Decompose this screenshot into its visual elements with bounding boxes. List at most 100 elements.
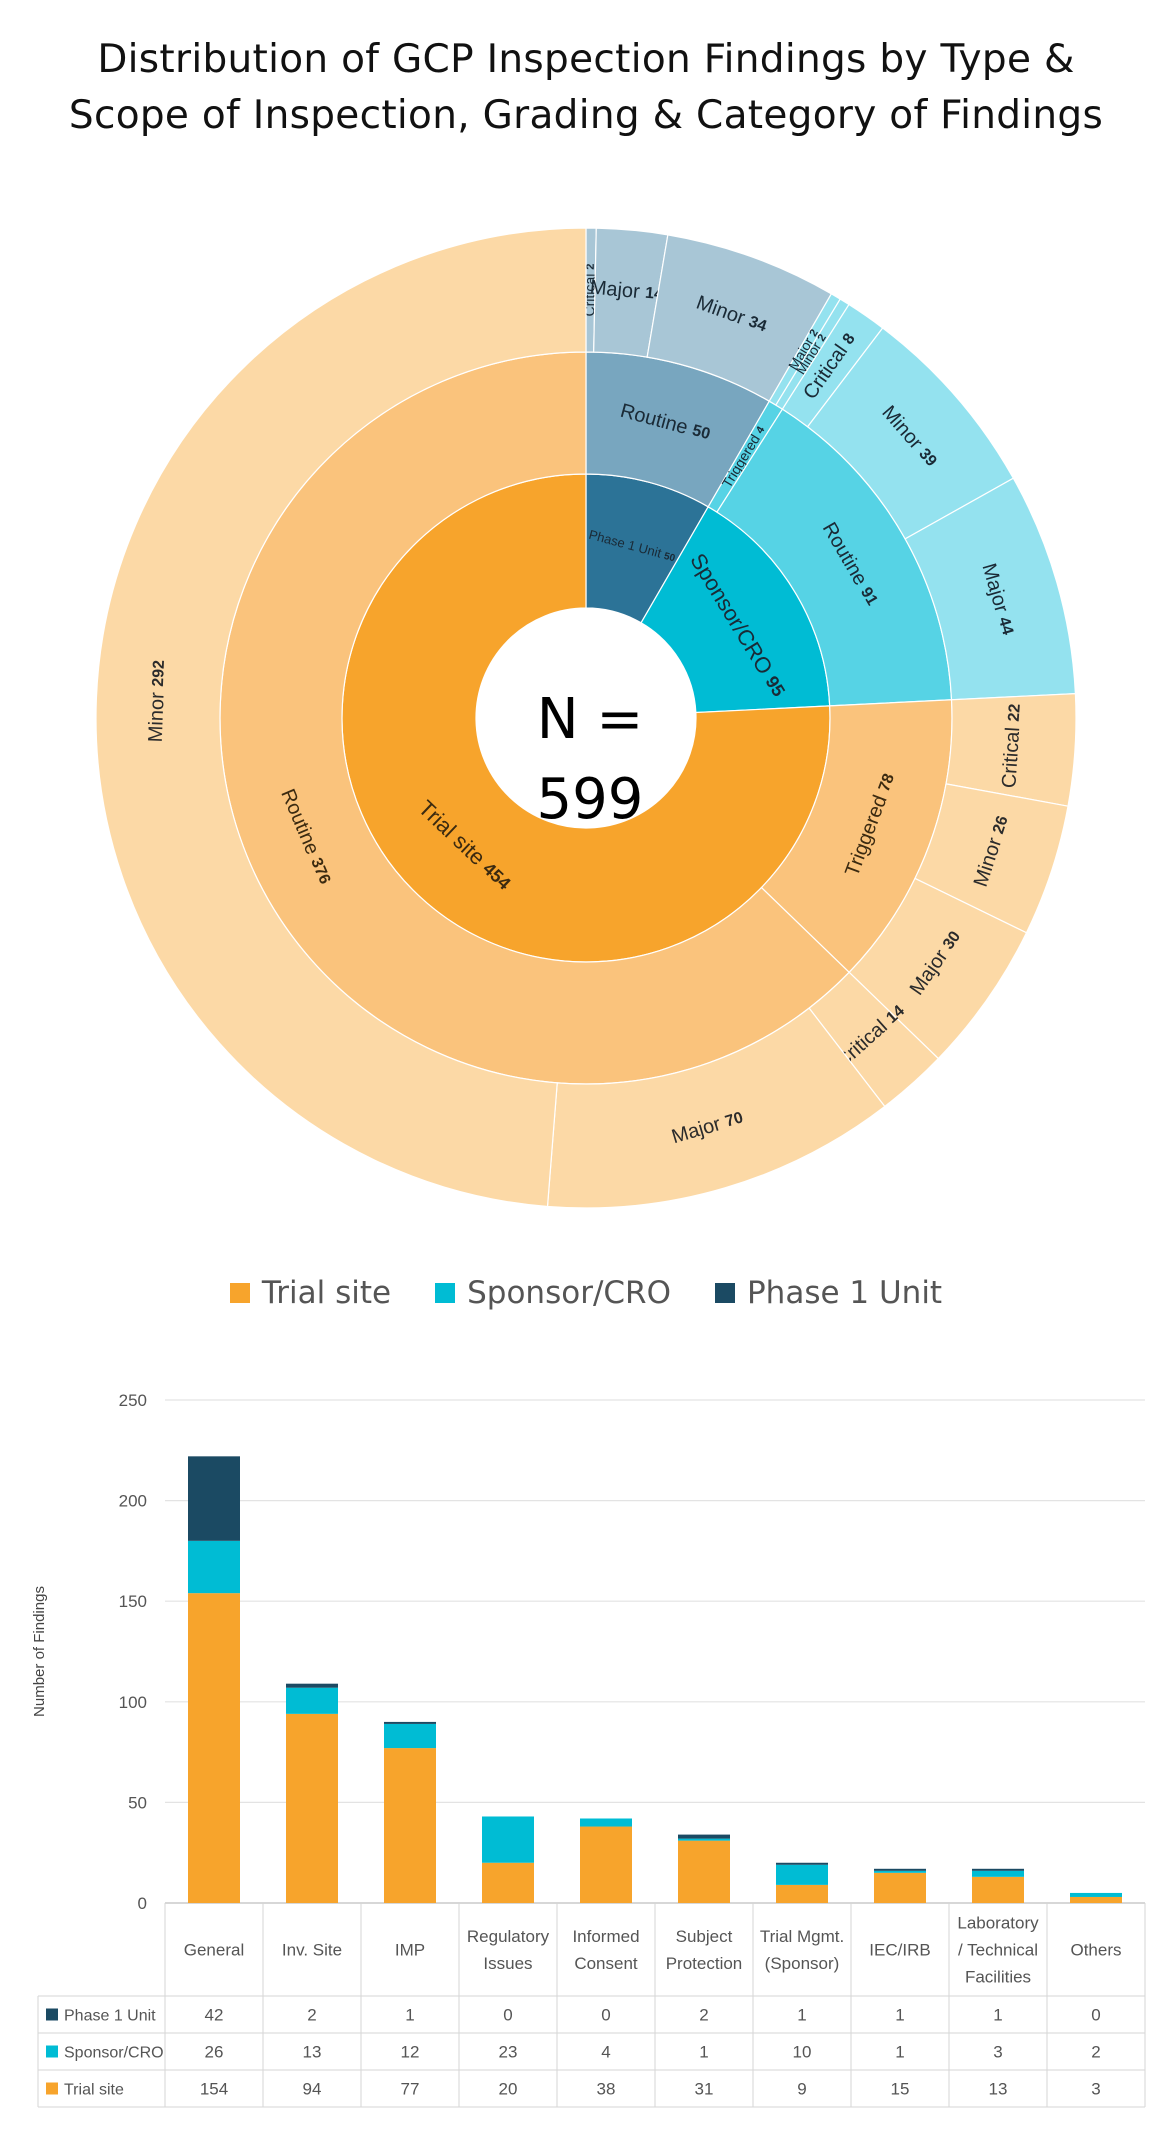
bar-general-trial-site (188, 1593, 240, 1903)
y-tick-label-0: 0 (138, 1894, 147, 1913)
category-label-subject-protection-line-1: Subject (676, 1927, 733, 1946)
legend-swatch-phase-1-unit (714, 1283, 735, 1303)
category-label-inv-site-line-1: Inv. Site (282, 1941, 342, 1960)
bar-laboratory-technical-facilities-trial-site (972, 1876, 1024, 1903)
table-row-label-trial-site: Trial site (64, 2082, 124, 2099)
sunburst-label-critical-22: Critical 22 (999, 703, 1026, 789)
table-cell-trial-site-iec-irb: 15 (891, 2080, 910, 2099)
category-label-imp-line-1: IMP (395, 1941, 425, 1960)
y-tick-label-100: 100 (119, 1693, 147, 1712)
legend-swatch-sponsor-cro (435, 1283, 456, 1303)
bar-iec-irb-phase-1-unit (874, 1868, 926, 1871)
bar-trial-mgmt-sponsor-sponsor-cro (776, 1864, 828, 1885)
table-row-label-sponsor-cro: Sponsor/CRO (64, 2045, 164, 2062)
bar-laboratory-technical-facilities-phase-1-unit (972, 1868, 1024, 1871)
chart-title: Distribution of GCP Inspection Findings … (0, 32, 1172, 144)
table-cell-trial-site-inv-site: 94 (303, 2080, 322, 2099)
category-label-iec-irb-line-1: IEC/IRB (869, 1941, 930, 1960)
legend-label-phase-1-unit: Phase 1 Unit (746, 1275, 943, 1311)
category-label-subject-protection-line-2: Protection (666, 1954, 743, 1973)
center-total-label: N = 599 (536, 687, 644, 832)
legend: Trial site Sponsor/CRO Phase 1 Unit (0, 1275, 1172, 1311)
bar-imp-phase-1-unit (384, 1721, 436, 1724)
category-label-trial-mgmt-sponsor-line-1: Trial Mgmt. (760, 1927, 844, 1946)
bar-general-phase-1-unit (188, 1456, 240, 1541)
bar-imp-sponsor-cro (384, 1723, 436, 1749)
category-label-others-line-1: Others (1070, 1941, 1121, 1960)
table-cell-trial-site-informed-consent: 38 (597, 2080, 616, 2099)
table-cell-phase-1-unit-laboratory-technical-facilities: 1 (993, 2006, 1002, 2025)
table-cell-sponsor-cro-inv-site: 13 (303, 2043, 322, 2062)
bar-imp-trial-site (384, 1748, 436, 1903)
bar-others-trial-site (1070, 1896, 1122, 1903)
bar-informed-consent-sponsor-cro (580, 1818, 632, 1827)
table-cell-sponsor-cro-iec-irb: 1 (895, 2043, 904, 2062)
sunburst-ring-3-segment-minor-292 (95, 227, 587, 1208)
category-label-laboratory-technical-facilities-line-2: / Technical (958, 1941, 1038, 1960)
bar-trial-mgmt-sponsor-phase-1-unit (776, 1862, 828, 1865)
category-label-trial-mgmt-sponsor-line-2: (Sponsor) (765, 1954, 840, 1973)
table-cell-trial-site-subject-protection: 31 (695, 2080, 714, 2099)
table-cell-phase-1-unit-iec-irb: 1 (895, 2006, 904, 2025)
legend-item-sponsor-cro: Sponsor/CRO (435, 1275, 671, 1311)
table-row-label-phase-1-unit: Phase 1 Unit (64, 2008, 156, 2025)
table-cell-trial-site-imp: 77 (401, 2080, 420, 2099)
category-label-general-line-1: General (184, 1941, 244, 1960)
sunburst-label-minor-292: Minor 292 (145, 660, 170, 743)
table-cell-sponsor-cro-others: 2 (1091, 2043, 1100, 2062)
table-cell-trial-site-trial-mgmt-sponsor: 9 (797, 2080, 806, 2099)
bar-inv-site-phase-1-unit (286, 1683, 338, 1688)
table-cell-phase-1-unit-others: 0 (1091, 2006, 1100, 2025)
bar-subject-protection-sponsor-cro (678, 1838, 730, 1841)
title-line-2: Scope of Inspection, Grading & Category … (68, 93, 1104, 138)
table-cell-sponsor-cro-trial-mgmt-sponsor: 10 (793, 2043, 812, 2062)
table-cell-phase-1-unit-inv-site: 2 (307, 2006, 316, 2025)
y-tick-label-200: 200 (119, 1492, 147, 1511)
table-cell-trial-site-laboratory-technical-facilities: 13 (989, 2080, 1008, 2099)
legend-label-sponsor-cro: Sponsor/CRO (467, 1275, 671, 1311)
bar-others-sponsor-cro (1070, 1892, 1122, 1897)
category-label-informed-consent-line-1: Informed (572, 1927, 639, 1946)
table-cell-trial-site-regulatory-issues: 20 (499, 2080, 518, 2099)
bar-trial-mgmt-sponsor-trial-site (776, 1884, 828, 1903)
table-cell-sponsor-cro-general: 26 (205, 2043, 224, 2062)
table-legend-swatch-phase-1-unit (46, 2008, 58, 2021)
bar-informed-consent-trial-site (580, 1826, 632, 1903)
category-label-regulatory-issues-line-1: Regulatory (467, 1927, 550, 1946)
bar-iec-irb-trial-site (874, 1872, 926, 1903)
category-label-regulatory-issues-line-2: Issues (483, 1954, 532, 1973)
table-cell-phase-1-unit-general: 42 (205, 2006, 224, 2025)
bar-regulatory-issues-sponsor-cro (482, 1816, 534, 1863)
table-cell-sponsor-cro-informed-consent: 4 (601, 2043, 610, 2062)
table-cell-sponsor-cro-subject-protection: 1 (699, 2043, 708, 2062)
y-axis-label: Number of Findings (31, 1586, 48, 1717)
category-label-informed-consent-line-2: Consent (574, 1954, 638, 1973)
table-cell-sponsor-cro-laboratory-technical-facilities: 3 (993, 2043, 1002, 2062)
title-line-1: Distribution of GCP Inspection Findings … (97, 37, 1075, 82)
bar-inv-site-sponsor-cro (286, 1687, 338, 1714)
table-cell-sponsor-cro-imp: 12 (401, 2043, 420, 2062)
bar-subject-protection-phase-1-unit (678, 1834, 730, 1839)
category-label-laboratory-technical-facilities-line-1: Laboratory (957, 1914, 1039, 1933)
category-label-laboratory-technical-facilities-line-3: Facilities (965, 1968, 1031, 1987)
table-cell-phase-1-unit-informed-consent: 0 (601, 2006, 610, 2025)
table-legend-swatch-trial-site (46, 2082, 58, 2095)
legend-item-phase-1-unit: Phase 1 Unit (714, 1275, 943, 1311)
legend-label-trial-site: Trial site (261, 1275, 392, 1311)
table-cell-trial-site-general: 154 (200, 2080, 228, 2099)
table-cell-phase-1-unit-regulatory-issues: 0 (503, 2006, 512, 2025)
bar-subject-protection-trial-site (678, 1840, 730, 1903)
table-cell-sponsor-cro-regulatory-issues: 23 (499, 2043, 518, 2062)
bar-inv-site-trial-site (286, 1713, 338, 1903)
bar-regulatory-issues-trial-site (482, 1862, 534, 1903)
bar-general-sponsor-cro (188, 1540, 240, 1594)
y-tick-label-50: 50 (128, 1793, 147, 1812)
table-cell-phase-1-unit-trial-mgmt-sponsor: 1 (797, 2006, 806, 2025)
legend-item-trial-site: Trial site (229, 1275, 392, 1311)
legend-swatch-trial-site (229, 1283, 250, 1303)
y-tick-label-150: 150 (119, 1592, 147, 1611)
bar-iec-irb-sponsor-cro (874, 1870, 926, 1873)
table-cell-phase-1-unit-imp: 1 (405, 2006, 414, 2025)
